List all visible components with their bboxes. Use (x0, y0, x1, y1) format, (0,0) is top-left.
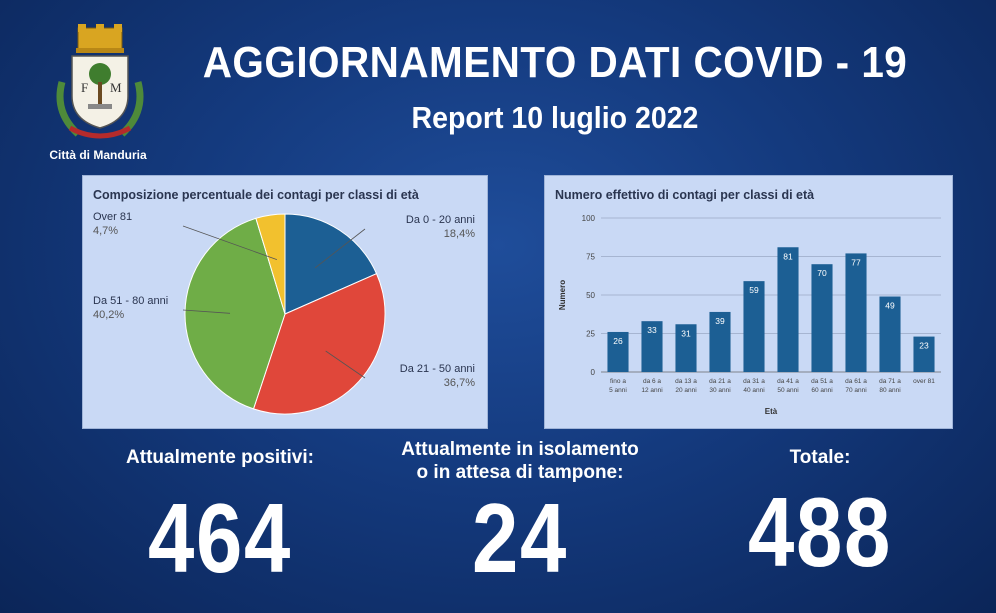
bar-category-label-3-1: 30 anni (709, 387, 730, 394)
bar-value-label-6: 70 (817, 268, 827, 278)
bar-6 (811, 264, 833, 372)
bar-category-label-6-0: da 51 a (811, 378, 833, 385)
crest-letter-m: M (110, 80, 122, 95)
bar-ytick-label-3: 75 (586, 253, 595, 262)
bar-category-label-4-1: 40 anni (743, 387, 764, 394)
bar-3 (709, 311, 731, 372)
bar-value-label-1: 33 (647, 325, 657, 335)
bar-category-label-3-0: da 21 a (709, 378, 731, 385)
isolamento-label: Attualmente in isolamento o in attesa di… (380, 438, 660, 484)
bar-value-label-2: 31 (681, 328, 691, 338)
bar-7 (845, 253, 867, 372)
bar-value-label-7: 77 (851, 257, 861, 267)
bar-chart: 0 25 50 75 100 26 fino a 5 anni 33 da 6 a 12 anni 3… (558, 214, 941, 416)
positivi-label: Attualmente positivi: (126, 447, 314, 468)
bar-category-label-8-1: 80 anni (879, 387, 900, 394)
bar-5 (777, 247, 799, 372)
city-name: Città di Manduria (49, 148, 147, 162)
totale-value: 488 (747, 477, 893, 587)
pie-slice-2 (184, 217, 286, 410)
bar-1 (641, 321, 663, 372)
pie-leader-line-3 (182, 225, 278, 260)
pie-label-0: Da 0 - 20 anni (406, 214, 475, 226)
bar-value-label-9: 23 (919, 341, 929, 351)
bar-category-label-7-1: 70 anni (845, 387, 866, 394)
bar-y-axis-label: Numero (558, 280, 567, 310)
bar-category-label-4-0: da 31 a (743, 378, 765, 385)
bar-category-label-0-1: 5 anni (609, 387, 627, 394)
bar-category-label-1-0: da 6 a (643, 378, 661, 385)
pie-slice-3 (255, 213, 286, 315)
page-subtitle: Report 10 luglio 2022 (411, 100, 699, 135)
bar-ytick-label-0: 0 (591, 368, 596, 377)
bar-ytick-label-2: 50 (586, 291, 595, 300)
bar-category-label-7-0: da 61 a (845, 378, 867, 385)
bar-chart-title: Numero effettivo di contagi per classi d… (555, 188, 815, 202)
pie-leader-line-0 (314, 228, 366, 269)
bar-8 (879, 296, 901, 372)
bar-category-label-5-1: 50 anni (777, 387, 798, 394)
pie-value-label-2: 40,2% (93, 309, 124, 321)
pie-slice-1 (252, 273, 386, 415)
bar-value-label-4: 59 (749, 285, 759, 295)
pie-chart-title: Composizione percentuale dei contagi per… (93, 188, 419, 202)
bar-chart-panel: Numero effettivo di contagi per classi d… (544, 175, 953, 429)
pie-chart: Da 0 - 20 anni 18,4% Da 21 - 50 anni 36,7% D… (93, 211, 475, 415)
bar-category-label-6-1: 60 anni (811, 387, 832, 394)
bar-category-label-1-1: 12 anni (641, 387, 662, 394)
isolamento-label-line-2: o in attesa di tampone: (416, 462, 624, 483)
bar-category-label-2-0: da 13 a (675, 378, 697, 385)
bar-0 (607, 331, 629, 372)
bar-value-label-5: 81 (783, 251, 793, 261)
bar-4 (743, 281, 765, 372)
positivi-value: 464 (147, 483, 293, 593)
pie-chart-panel: Composizione percentuale dei contagi per… (82, 175, 488, 429)
bar-category-label-2-1: 20 anni (675, 387, 696, 394)
pie-label-2: Da 51 - 80 anni (93, 295, 168, 307)
page-title: AGGIORNAMENTO DATI COVID - 19 (202, 38, 908, 87)
pie-value-label-1: 36,7% (444, 377, 475, 389)
bar-x-axis-label: Età (765, 407, 778, 416)
pie-label-3: Over 81 (93, 211, 132, 223)
bar-value-label-3: 39 (715, 316, 725, 326)
bar-ytick-label-4: 100 (582, 214, 596, 223)
bar-value-label-0: 26 (613, 336, 623, 346)
pie-value-label-0: 18,4% (444, 228, 475, 240)
bar-2 (675, 324, 697, 372)
bar-category-label-8-0: da 71 a (879, 378, 901, 385)
bar-category-label-9-0: over 81 (913, 378, 935, 385)
pie-leader-line-2 (182, 309, 231, 314)
pie-slice-0 (284, 213, 378, 315)
bar-category-label-0-0: fino a (610, 378, 626, 385)
bar-value-label-8: 49 (885, 301, 895, 311)
bar-9 (913, 336, 935, 372)
pie-leader-line-1 (325, 350, 366, 379)
pie-label-1: Da 21 - 50 anni (400, 363, 475, 375)
isolamento-label-line-1: Attualmente in isolamento (401, 439, 639, 460)
city-crest-logo: F M (56, 24, 144, 139)
crest-letter-f: F (81, 80, 88, 95)
pie-value-label-3: 4,7% (93, 225, 118, 237)
totale-label: Totale: (789, 447, 851, 468)
isolamento-value: 24 (471, 483, 569, 593)
bar-category-label-5-0: da 41 a (777, 378, 799, 385)
bar-ytick-label-1: 25 (586, 330, 595, 339)
